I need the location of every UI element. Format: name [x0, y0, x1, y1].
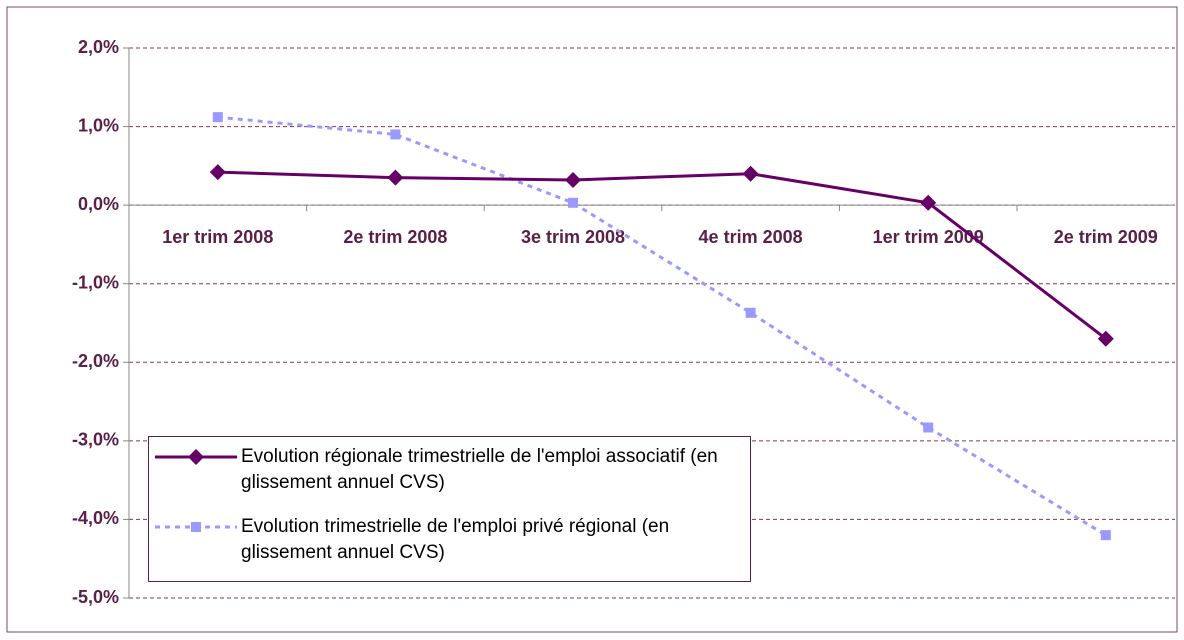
point [209, 164, 226, 181]
point [568, 197, 578, 208]
x-tick-label: 3e trim 2008 [521, 227, 625, 247]
point [387, 169, 404, 186]
point [1100, 530, 1111, 541]
legend-swatch [155, 449, 237, 465]
x-tick-label: 4e trim 2008 [699, 227, 803, 247]
y-tick-label: -4,0% [72, 508, 119, 528]
legend-swatch [155, 522, 237, 532]
legend: Evolution régionale trimestrielle de l'e… [148, 436, 751, 582]
legend-label: Evolution régionale trimestrielle de l'e… [241, 446, 718, 493]
x-tick-label: 2e trim 2009 [1054, 227, 1158, 247]
point [745, 307, 756, 318]
point [390, 129, 401, 140]
x-tick-label: 1er trim 2009 [873, 227, 984, 247]
y-tick-label: 2,0% [78, 37, 119, 57]
point [1097, 330, 1114, 347]
y-tick-label: 1,0% [78, 115, 119, 135]
point [923, 422, 934, 433]
point [191, 522, 201, 532]
x-tick-label: 1er trim 2008 [162, 227, 273, 247]
y-tick-label: -1,0% [72, 272, 119, 292]
legend-label: Evolution trimestrielle de l'emploi priv… [241, 516, 670, 563]
point [212, 112, 223, 123]
series-line [217, 170, 1107, 340]
y-tick-label: -3,0% [72, 430, 119, 450]
y-tick-label: 0,0% [78, 194, 119, 214]
x-tick-label: 2e trim 2008 [343, 227, 447, 247]
y-tick-label: -5,0% [72, 587, 119, 607]
point [920, 194, 937, 211]
point [742, 165, 759, 182]
point [565, 172, 581, 188]
legend-item: Evolution régionale trimestrielle de l'e… [149, 444, 751, 496]
chart-border [6, 6, 1178, 633]
point [188, 449, 204, 465]
legend-item: Evolution trimestrielle de l'emploi priv… [149, 514, 751, 566]
series-line [217, 115, 1107, 537]
y-tick-label: -2,0% [72, 351, 119, 371]
